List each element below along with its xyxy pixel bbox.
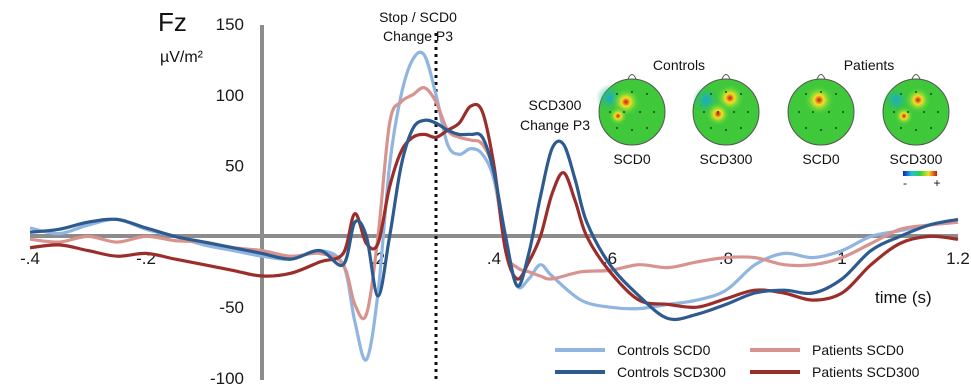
legend-label-controls-scd0: Controls SCD0 [617, 342, 711, 358]
topomap-patients-scd300 [882, 74, 950, 146]
legend-label-patients-scd300: Patients SCD300 [812, 364, 920, 380]
topomap-patients-scd0 [787, 74, 855, 146]
colorbar-min-label: - [903, 176, 907, 190]
colorbar [903, 171, 937, 176]
legend-label-controls-scd300: Controls SCD300 [617, 364, 726, 380]
topo-group-patients: Patients [844, 57, 895, 73]
x-tick-label: 1.2 [946, 249, 970, 268]
annotation-stop-line1: Stop / SCD0 [379, 9, 457, 25]
annotation-scd300-line1: SCD300 [529, 97, 582, 113]
y-axis-label: µV/m² [160, 49, 204, 66]
topo-label-patients-scd0: SCD0 [802, 151, 840, 167]
x-tick-label: -.4 [20, 249, 40, 268]
y-tick-labels: -100 -50 50 100 150 [210, 15, 244, 387]
topo-group-controls: Controls [653, 57, 705, 73]
y-tick-label: -100 [210, 369, 244, 387]
annotation-stop-line2: Change P3 [383, 28, 453, 44]
x-tick-label: .4 [487, 249, 501, 268]
topo-label-controls-scd0: SCD0 [613, 151, 651, 167]
colorbar-max-label: + [933, 176, 940, 190]
topo-label-controls-scd300: SCD300 [700, 151, 753, 167]
topo-label-patients-scd300: SCD300 [890, 151, 943, 167]
y-tick-label: -50 [219, 298, 244, 317]
y-tick-label: 50 [225, 157, 244, 176]
series-line-patients-scd300 [29, 102, 959, 309]
series-line-controls-scd300 [29, 118, 959, 322]
topomap-controls-scd0 [596, 74, 666, 146]
series-layer [29, 50, 959, 362]
x-tick-label: .6 [603, 249, 617, 268]
y-tick-label: 100 [216, 86, 244, 105]
topomap-controls-scd300 [692, 74, 760, 146]
x-tick-labels: -.4 -.2.2.4.6.8 1 1.2 [20, 249, 970, 268]
series-line-controls-scd0 [29, 50, 959, 362]
chart-title: Fz [158, 7, 187, 37]
legend: Controls SCD0 Controls SCD300 Patients S… [555, 342, 920, 380]
annotation-scd300-line2: Change P3 [520, 117, 590, 133]
x-axis-label: time (s) [875, 288, 932, 307]
legend-label-patients-scd0: Patients SCD0 [812, 342, 904, 358]
y-tick-label: 150 [216, 15, 244, 34]
